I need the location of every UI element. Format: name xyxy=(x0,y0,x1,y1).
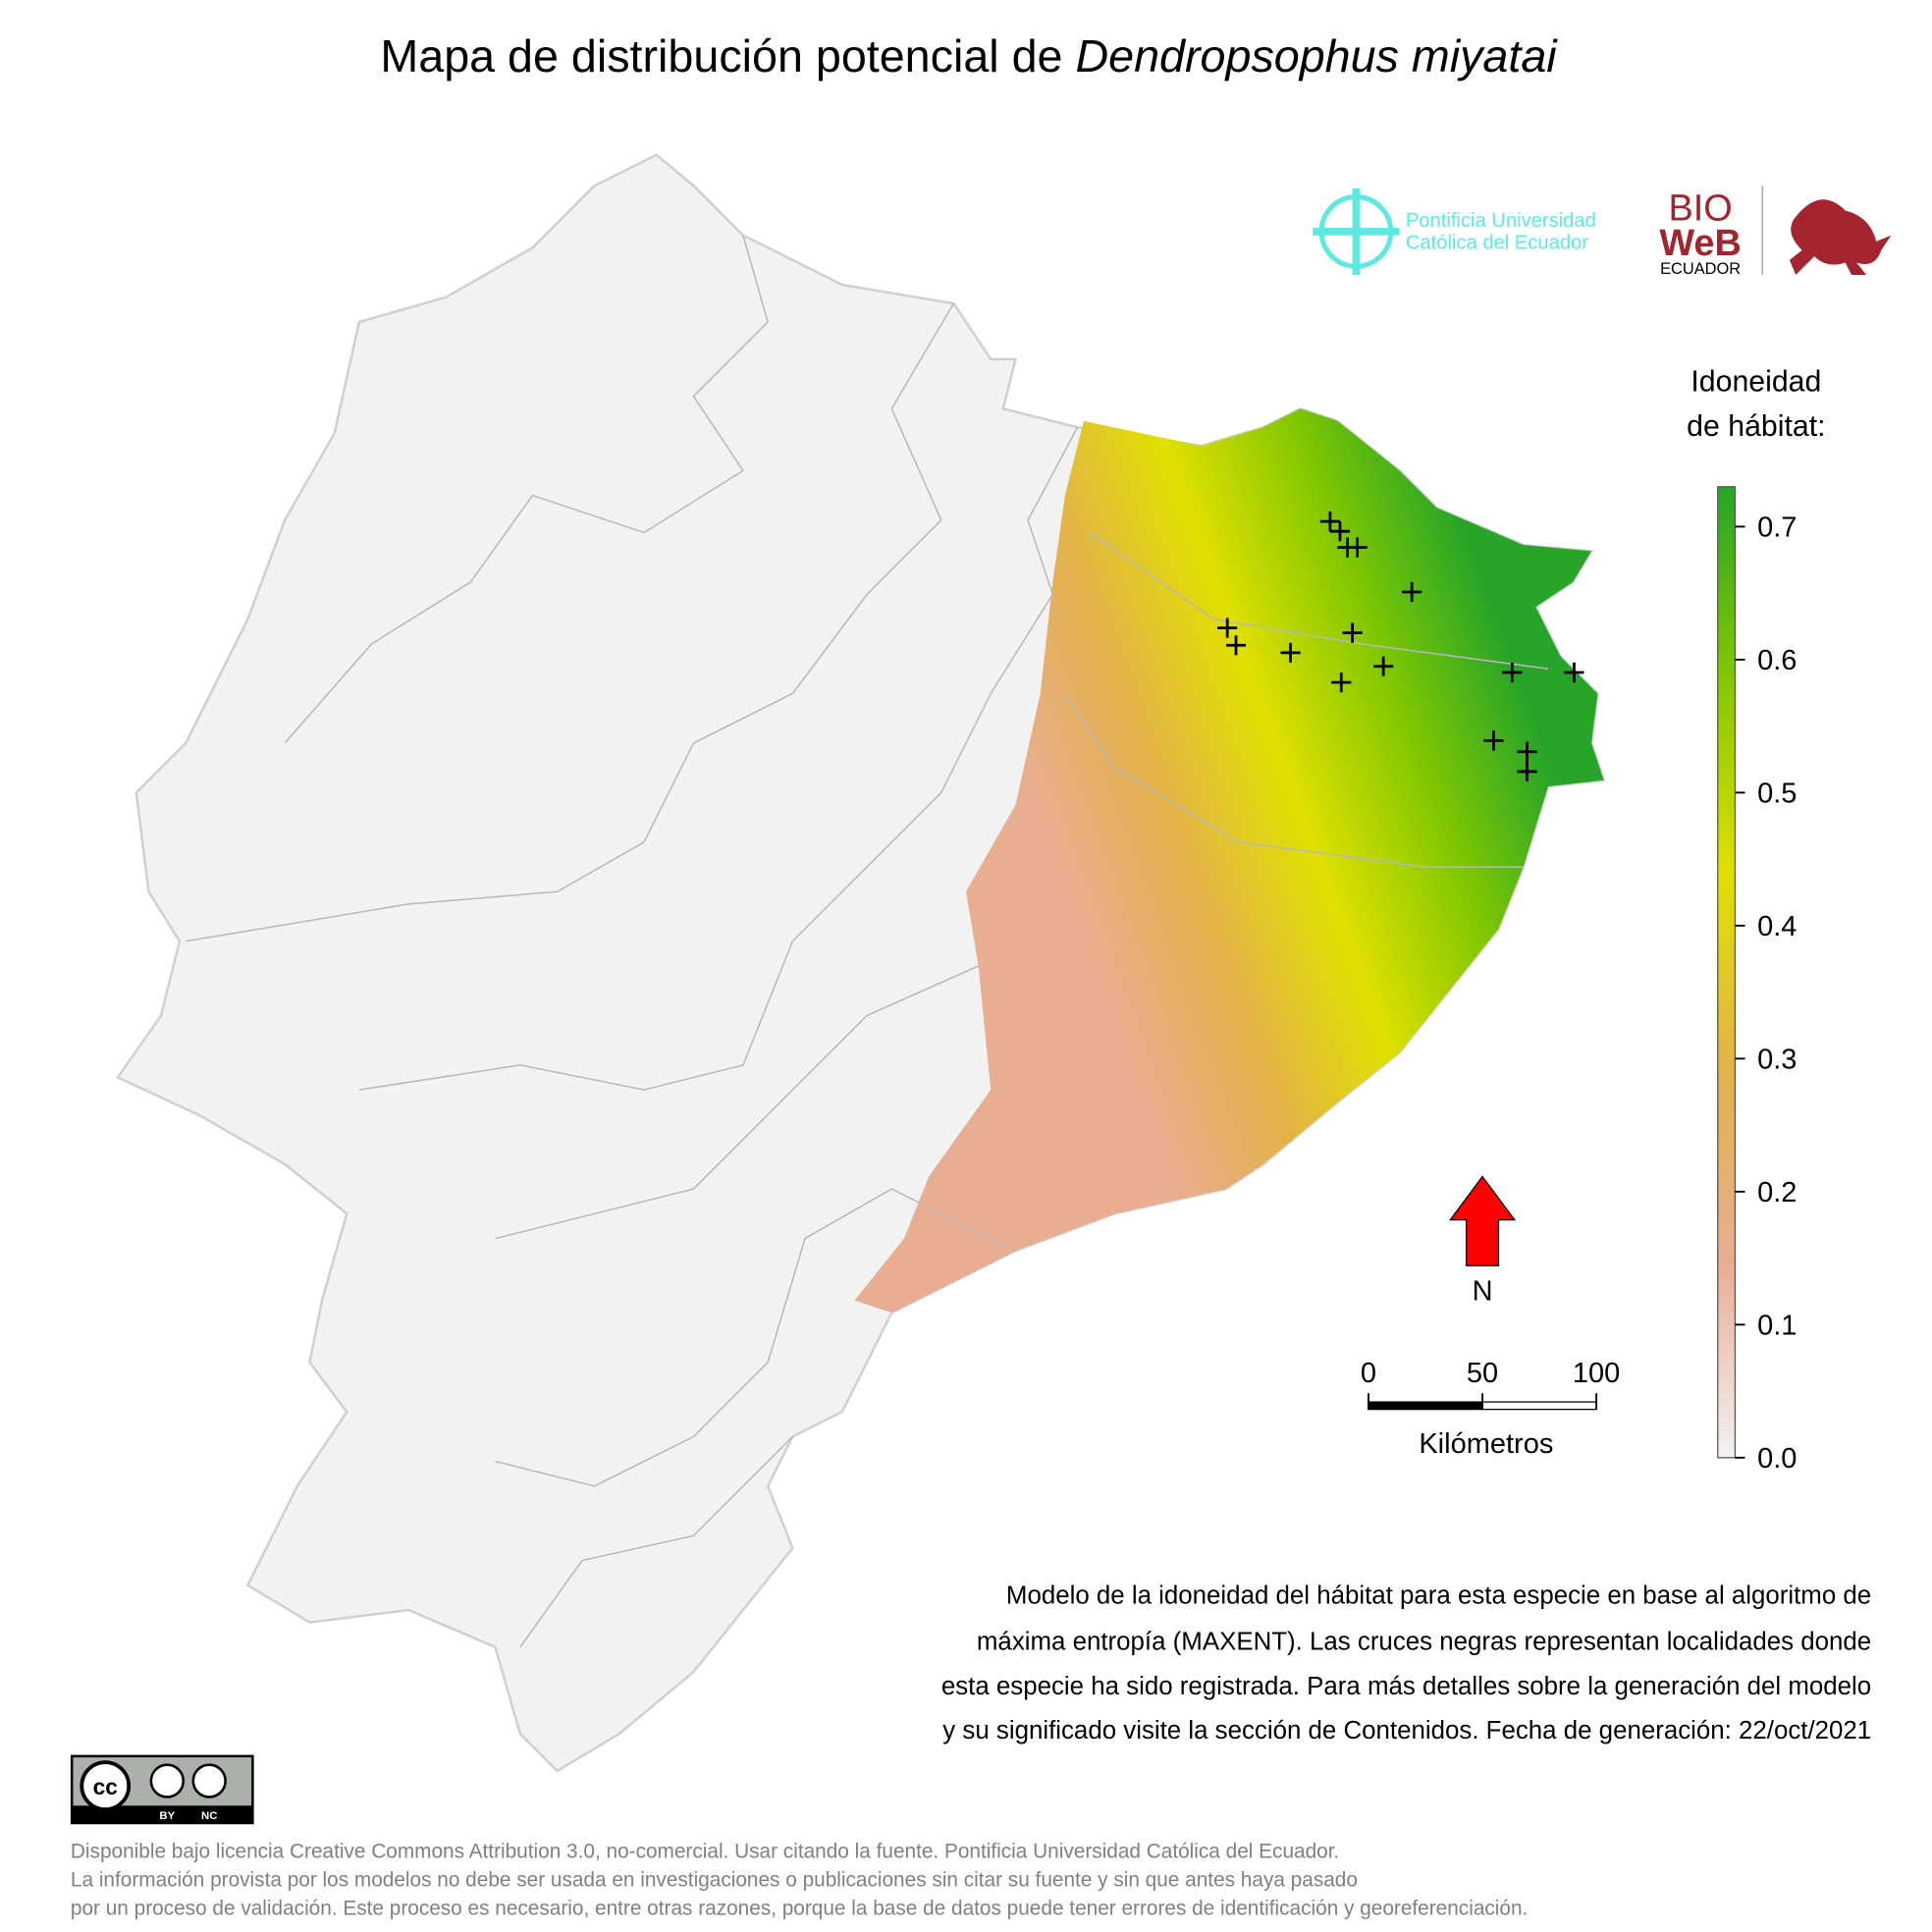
scale-segment xyxy=(1481,1401,1597,1411)
legend-tick-label: 0.4 xyxy=(1757,911,1797,942)
legend-title: Idoneidad xyxy=(1690,366,1821,399)
legend-title: de hábitat: xyxy=(1687,410,1825,443)
map-title: Mapa de distribución potencial de Dendro… xyxy=(380,30,1558,81)
description-line: máxima entropía (MAXENT). Las cruces neg… xyxy=(977,1628,1871,1655)
puce-name: Católica del Ecuador xyxy=(1406,233,1588,254)
license-line: Disponible bajo licencia Creative Common… xyxy=(71,1840,1339,1862)
description-line: y su significado visite la sección de Co… xyxy=(942,1717,1871,1744)
color-bar xyxy=(1717,486,1737,1459)
north-label: N xyxy=(1473,1276,1493,1308)
license-badge: cc BY NC xyxy=(70,1754,254,1825)
legend-tick-label: 0.6 xyxy=(1757,645,1797,676)
legend-tick-label: 0.3 xyxy=(1757,1044,1797,1075)
bioweb-logo: BIO WeB ECUADOR xyxy=(1659,186,1892,278)
description: Modelo de la idoneidad del hábitat para … xyxy=(941,1583,1871,1745)
description-line: Modelo de la idoneidad del hábitat para … xyxy=(1006,1583,1871,1610)
suitability-area xyxy=(854,408,1604,1314)
legend-tick-label: 0.1 xyxy=(1757,1310,1797,1341)
province-boundaries xyxy=(186,235,1549,1648)
badge-label: BY xyxy=(159,1810,175,1822)
scale-tick-label: 100 xyxy=(1573,1358,1620,1389)
license-line: por un proceso de validación. Este proce… xyxy=(71,1897,1528,1919)
bioweb-text: WeB xyxy=(1659,223,1741,264)
badge-label: NC xyxy=(201,1810,217,1822)
scale-unit: Kilómetros xyxy=(1419,1428,1553,1460)
license-line: La información provista por los modelos … xyxy=(71,1868,1358,1891)
title-text: Mapa de distribución potencial de xyxy=(380,30,1075,81)
description-line: esta especie ha sido registrada. Para má… xyxy=(941,1673,1871,1700)
scale-tick-label: 0 xyxy=(1361,1358,1376,1389)
legend: Idoneidad de hábitat: 0.0 0.1 0.2 0.3 0.4 0.5… xyxy=(1687,366,1825,1475)
title-species: Dendropsophus miyatai xyxy=(1075,30,1558,81)
puce-name: Pontificia Universidad xyxy=(1406,210,1596,232)
occurrence-points xyxy=(1217,511,1584,782)
svg-text:cc: cc xyxy=(93,1774,118,1799)
bioweb-text: BIO xyxy=(1669,188,1733,230)
legend-tick-label: 0.0 xyxy=(1757,1443,1797,1475)
north-arrow: N xyxy=(1449,1175,1517,1308)
puce-logo: Pontificia Universidad Católica del Ecua… xyxy=(1313,188,1596,276)
legend-tick-label: 0.2 xyxy=(1757,1177,1797,1208)
bioweb-text: ECUADOR xyxy=(1660,260,1741,278)
license-text: Disponible bajo licencia Creative Common… xyxy=(71,1840,1528,1919)
legend-tick-label: 0.5 xyxy=(1757,778,1797,809)
legend-tick-label: 0.7 xyxy=(1757,512,1797,544)
scale-bar: Kilómetros 0 50 100 xyxy=(1361,1358,1620,1460)
scale-tick-label: 50 xyxy=(1467,1358,1498,1389)
scale-segment xyxy=(1368,1401,1483,1411)
